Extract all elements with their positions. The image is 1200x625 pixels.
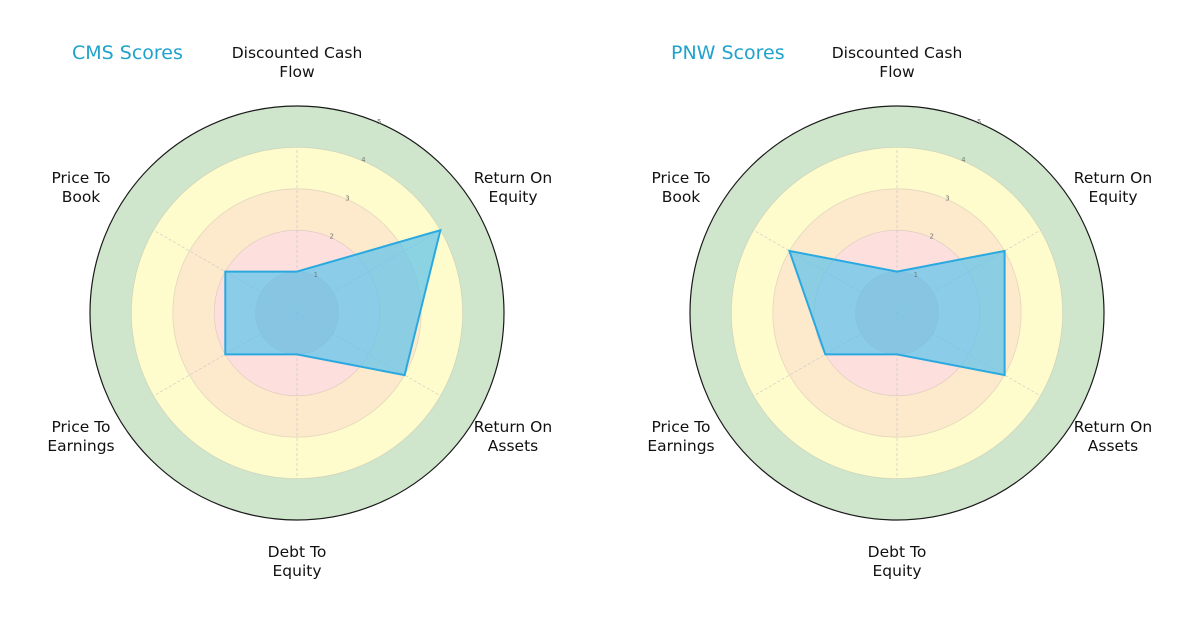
chart-title: CMS Scores [72, 42, 183, 64]
radial-tick-label: 5 [977, 118, 981, 126]
axis-label-return-on-equity: Return On Equity [473, 169, 553, 206]
axis-label-price-to-earnings: Price To Earnings [647, 418, 715, 455]
axis-label-debt-to-equity: Debt To Equity [867, 543, 927, 580]
score-polygon [224, 228, 442, 377]
score-polygon [787, 249, 1006, 377]
pnw-radar-panel: PNW Scores 1 2 3 4 5 Discounted Cash Flow Re… [600, 0, 1200, 625]
radial-tick-label: 3 [945, 194, 949, 202]
axis-label-return-on-equity: Return On Equity [1073, 169, 1153, 206]
radial-tick-label: 2 [329, 233, 333, 241]
axis-label-return-on-assets: Return On Assets [1073, 418, 1153, 455]
axis-label-debt-to-equity: Debt To Equity [267, 543, 327, 580]
axis-label-price-to-book: Price To Book [51, 169, 111, 206]
radial-tick-label: 4 [361, 156, 366, 164]
pnw-radar-chart: 1 2 3 4 5 [689, 105, 1105, 521]
axis-label-price-to-earnings: Price To Earnings [47, 418, 115, 455]
chart-title: PNW Scores [671, 42, 785, 64]
outer-border [89, 105, 505, 521]
outer-border [689, 105, 1105, 521]
axis-label-discounted-cash-flow: Discounted Cash Flow [231, 44, 363, 81]
radial-tick-label: 2 [929, 233, 933, 241]
radial-tick-label: 1 [914, 271, 918, 279]
axis-label-price-to-book: Price To Book [651, 169, 711, 206]
radial-tick-label: 5 [377, 118, 381, 126]
cms-radar-chart: 1 2 3 4 5 [89, 105, 505, 521]
radial-tick-label: 4 [961, 156, 966, 164]
axis-label-return-on-assets: Return On Assets [473, 418, 553, 455]
cms-radar-panel: CMS Scores 1 2 3 4 5 Discounted Cash Flow Re… [47, 42, 553, 580]
radial-tick-label: 3 [345, 194, 349, 202]
axis-label-discounted-cash-flow: Discounted Cash Flow [831, 44, 963, 81]
radial-tick-label: 1 [314, 271, 318, 279]
